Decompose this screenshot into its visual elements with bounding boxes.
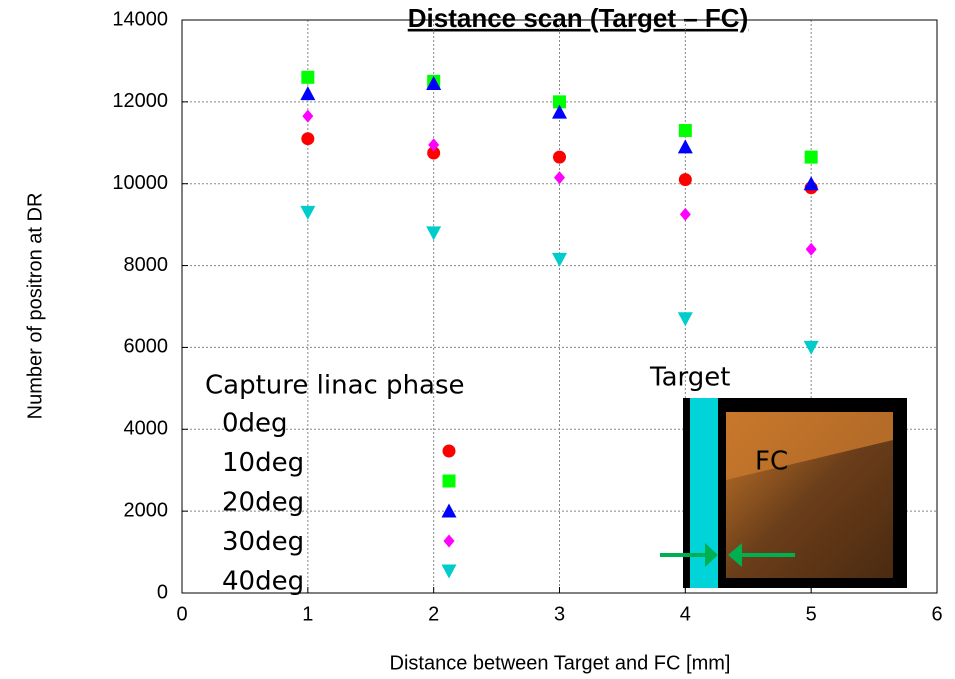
point (679, 173, 692, 186)
point (680, 208, 691, 221)
y-tick-label: 0 (157, 581, 168, 603)
legend-label: 30deg (222, 527, 304, 557)
y-tick-label: 14000 (112, 8, 168, 30)
point (300, 86, 315, 100)
point (302, 110, 313, 123)
x-tick-label: 5 (806, 603, 817, 625)
x-tick-label: 6 (931, 603, 942, 625)
point (804, 341, 819, 355)
legend-title: Capture linac phase (205, 371, 465, 401)
legend-marker (443, 445, 456, 458)
point (804, 176, 819, 190)
point (301, 132, 314, 145)
legend-label: 20deg (222, 488, 304, 518)
legend-label: 40deg (222, 567, 304, 597)
y-tick-label: 4000 (124, 418, 169, 440)
y-tick-label: 8000 (124, 254, 169, 276)
legend-marker (444, 535, 455, 548)
legend-marker (443, 475, 456, 488)
y-tick-label: 6000 (124, 336, 169, 358)
point (554, 171, 565, 184)
point (552, 253, 567, 267)
point (806, 243, 817, 256)
legend-marker (442, 504, 457, 518)
point (805, 151, 818, 164)
y-tick-label: 10000 (112, 172, 168, 194)
x-tick-label: 4 (680, 603, 691, 625)
x-tick-label: 2 (428, 603, 439, 625)
point (679, 124, 692, 137)
point (678, 139, 693, 153)
point (301, 71, 314, 84)
chart-title: Distance scan (Target – FC) (408, 3, 749, 33)
chart: Distance scan (Target – FC) Distance bet… (0, 0, 955, 679)
inset-label: FC (755, 447, 788, 477)
inset-image (660, 398, 907, 588)
legend-label: 10deg (222, 448, 304, 478)
x-tick-label: 3 (554, 603, 565, 625)
point (426, 226, 441, 240)
point (553, 151, 566, 164)
x-axis-label: Distance between Target and FC [mm] (390, 652, 731, 674)
y-tick-label: 12000 (112, 90, 168, 112)
legend-label: 0deg (222, 409, 288, 439)
x-tick-label: 0 (176, 603, 187, 625)
inset-label: Target (649, 363, 730, 393)
y-tick-label: 2000 (124, 499, 169, 521)
point (300, 206, 315, 220)
legend-marker (442, 565, 457, 579)
x-tick-label: 1 (302, 603, 313, 625)
point (678, 312, 693, 326)
target-strip (690, 398, 718, 588)
y-axis-label: Number of positron at DR (24, 193, 46, 420)
